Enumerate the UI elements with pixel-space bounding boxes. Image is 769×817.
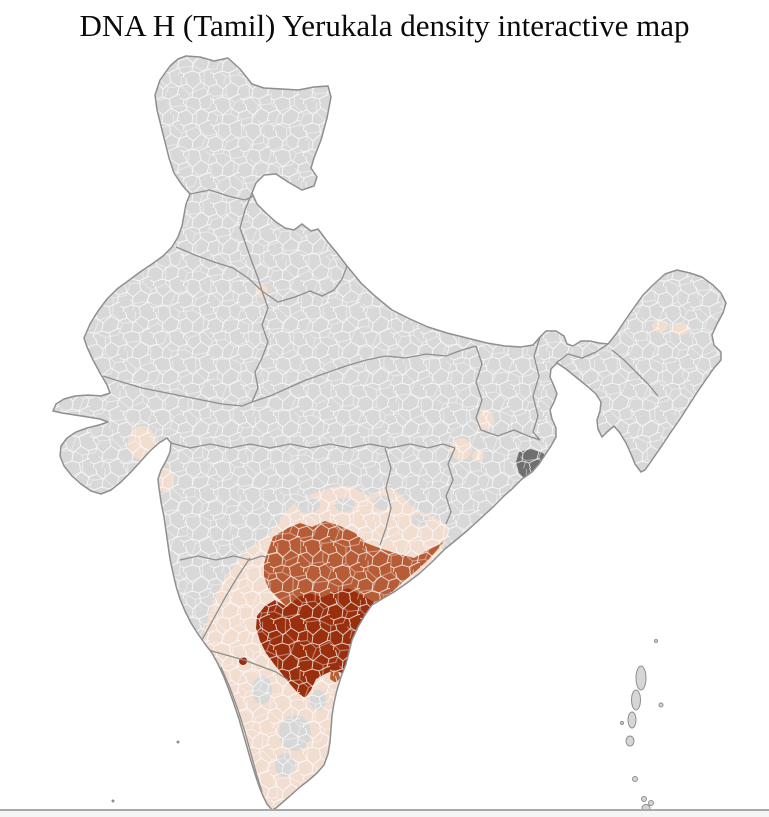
map-bottom-edge bbox=[0, 809, 769, 817]
andaman-nicobar-islands[interactable] bbox=[620, 639, 664, 812]
lakshadweep-islands[interactable] bbox=[111, 740, 180, 803]
state-borders bbox=[102, 173, 659, 793]
page-title: DNA H (Tamil) Yerukala density interacti… bbox=[79, 8, 690, 43]
